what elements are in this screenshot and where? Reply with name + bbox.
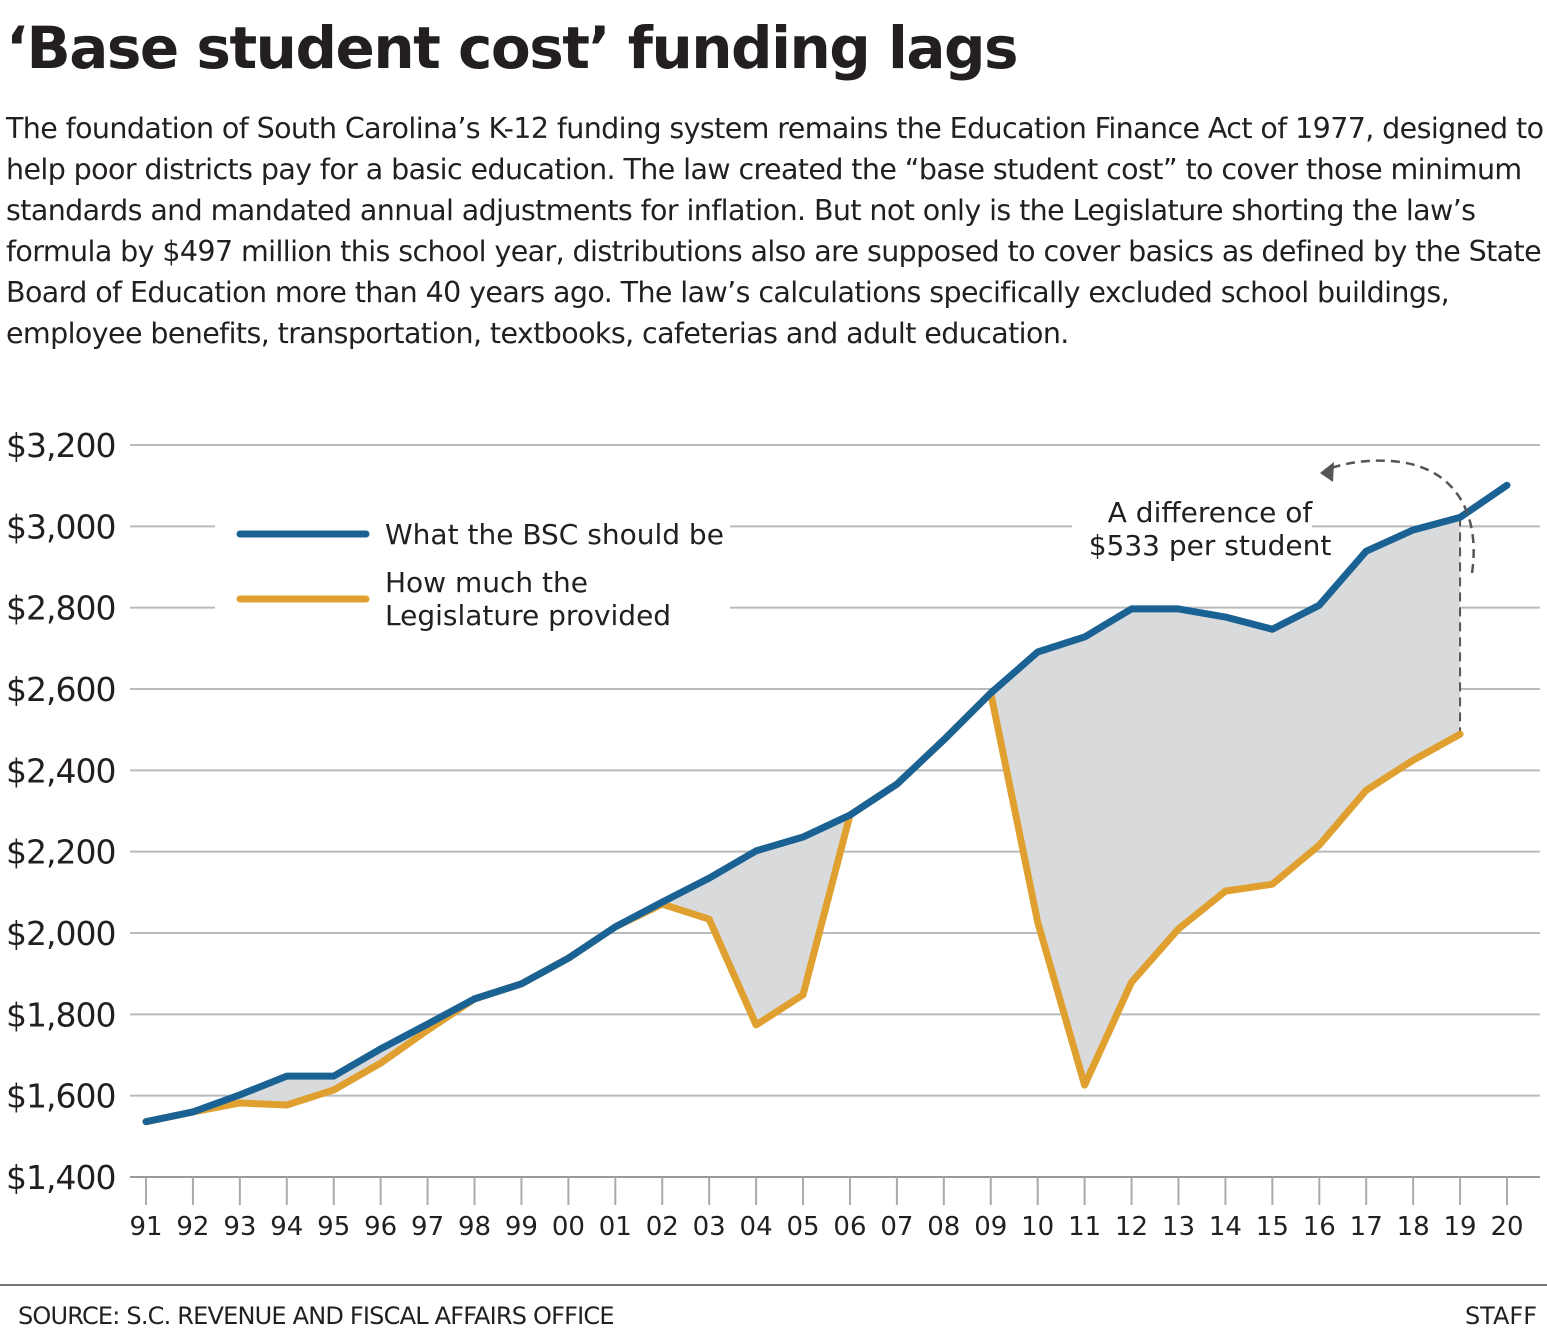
gap-area: [146, 517, 1461, 1122]
series-line-bsc: [142, 481, 1511, 1126]
y-tick-label: $2,200: [6, 833, 115, 872]
x-tick-label: 15: [1256, 1212, 1289, 1242]
difference-annotation: A difference of $533 per student: [1072, 459, 1475, 574]
legend-label-bsc: What the BSC should be: [385, 518, 724, 551]
y-tick-label: $3,200: [6, 426, 115, 465]
y-tick-label: $2,000: [6, 914, 115, 953]
legend-bg: [215, 505, 730, 635]
annotation-line-1: A difference of: [1108, 496, 1314, 529]
x-tick-label: 97: [411, 1212, 444, 1242]
x-tick-label: 10: [1021, 1212, 1054, 1242]
x-tick-label: 93: [223, 1212, 256, 1242]
x-tick-label: 91: [129, 1212, 162, 1242]
arrowhead-icon: [1320, 462, 1334, 482]
y-tick-label: $1,600: [6, 1077, 115, 1116]
x-tick-label: 95: [317, 1212, 350, 1242]
x-tick-label: 92: [176, 1212, 209, 1242]
y-tick-label: $3,000: [6, 507, 115, 546]
x-tick-label: 94: [270, 1212, 303, 1242]
gridlines: [130, 444, 1540, 1178]
chart-title: ‘Base student cost’ funding lags: [6, 14, 1019, 82]
intro-text: The foundation of South Carolina’s K-12 …: [6, 112, 1544, 350]
legend-label-provided-2: Legislature provided: [385, 599, 671, 632]
series-lines: [142, 481, 1511, 1126]
x-axis: 91 92 93 94 95 96 97 98 99 00 01 02 03 04 05 06 07 08 09 10…: [129, 1177, 1524, 1242]
y-tick-label: $1,800: [6, 995, 115, 1034]
x-tick-label: 19: [1444, 1212, 1477, 1242]
y-tick-label: $2,400: [6, 751, 115, 790]
annotation-bg: [1072, 495, 1312, 565]
x-tick-label: 98: [458, 1212, 491, 1242]
x-tick-label: 07: [880, 1212, 913, 1242]
credit: STAFF: [1464, 1302, 1537, 1330]
x-tick-label: 04: [740, 1212, 773, 1242]
y-tick-label: $1,400: [6, 1158, 115, 1197]
x-tick-label: 96: [364, 1212, 397, 1242]
x-tick-label: 17: [1350, 1212, 1383, 1242]
x-tick-label: 09: [974, 1212, 1007, 1242]
x-tick-label: 11: [1068, 1212, 1101, 1242]
y-tick-label: $2,800: [6, 589, 115, 628]
y-axis: $1,400 $1,600 $1,800 $2,000 $2,200 $2,400 $2,6…: [6, 426, 116, 1197]
legend: What the BSC should be How much the Legi…: [215, 505, 730, 635]
footer-divider: [0, 1284, 1547, 1286]
gap-fill-area: [146, 517, 1461, 1122]
x-tick-label: 06: [833, 1212, 866, 1242]
x-tick-label: 01: [599, 1212, 632, 1242]
annotation-arrow: [1324, 459, 1475, 574]
y-tick-label: $2,600: [6, 670, 115, 709]
annotation-line-2: $533 per student: [1089, 529, 1332, 562]
x-tick-label: 13: [1162, 1212, 1195, 1242]
x-tick-label: 08: [927, 1212, 960, 1242]
x-tick-label: 20: [1490, 1212, 1523, 1242]
legend-label-provided-1: How much the: [385, 566, 588, 599]
source-note: SOURCE: S.C. REVENUE AND FISCAL AFFAIRS …: [18, 1302, 615, 1330]
x-tick-label: 14: [1209, 1212, 1242, 1242]
x-tick-label: 03: [693, 1212, 726, 1242]
x-tick-label: 16: [1303, 1212, 1336, 1242]
x-tick-label: 18: [1397, 1212, 1430, 1242]
x-tick-label: 99: [505, 1212, 538, 1242]
x-tick-label: 05: [786, 1212, 819, 1242]
x-tick-label: 02: [646, 1212, 679, 1242]
x-tick-label: 00: [552, 1212, 585, 1242]
x-tick-label: 12: [1115, 1212, 1148, 1242]
